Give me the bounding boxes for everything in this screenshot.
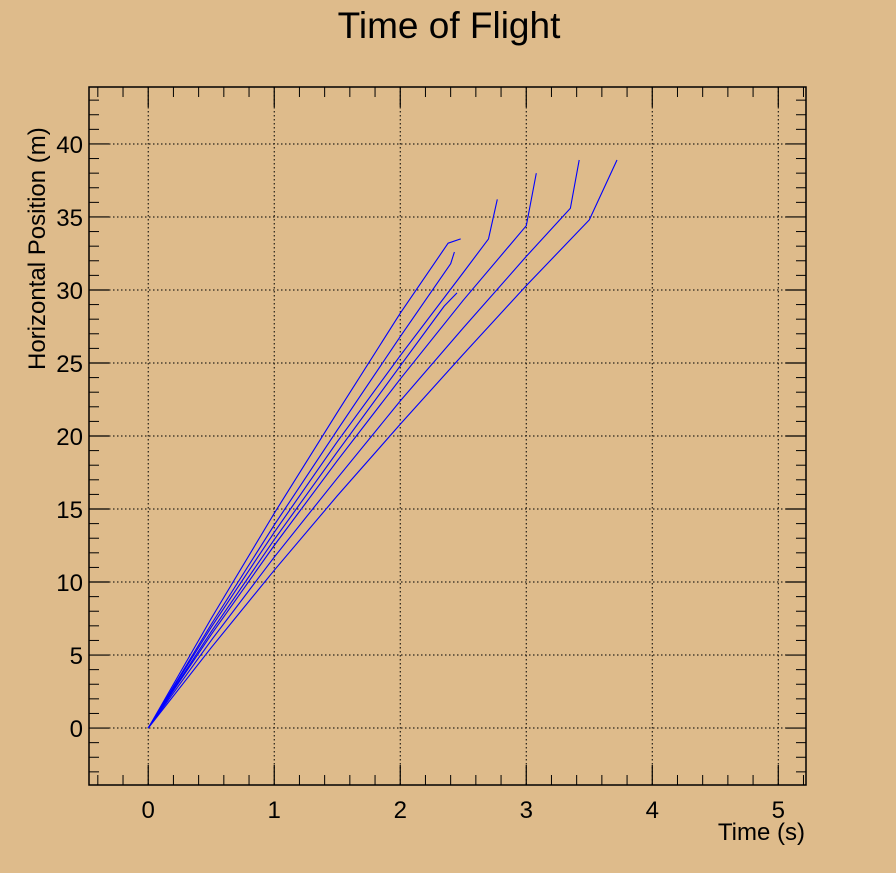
series-line-2 xyxy=(147,251,455,729)
y-tick-label: 25 xyxy=(56,351,83,378)
x-tick-label: 1 xyxy=(268,797,281,824)
chart-title: Time of Flight xyxy=(338,5,561,46)
series-layer xyxy=(147,159,618,729)
y-tick-label: 40 xyxy=(56,132,83,159)
series-line-3 xyxy=(147,238,461,729)
y-tick-label: 20 xyxy=(56,424,83,451)
x-tick-label: 4 xyxy=(646,797,659,824)
y-tick-label: 30 xyxy=(56,278,83,305)
axis-ticks xyxy=(89,87,806,785)
x-tick-label: 3 xyxy=(520,797,533,824)
series-line-4 xyxy=(147,199,498,729)
y-axis-title: Horizontal Position (m) xyxy=(24,127,51,370)
y-tick-label: 10 xyxy=(56,570,83,597)
series-line-6 xyxy=(147,159,580,729)
y-tick-label: 5 xyxy=(70,643,83,670)
y-tick-label: 35 xyxy=(56,205,83,232)
tick-labels: 0 1 2 3 4 5 0 5 10 15 20 25 30 35 40 xyxy=(56,132,785,824)
series-line-7 xyxy=(147,159,618,729)
x-tick-label: 2 xyxy=(394,797,407,824)
x-tick-label: 0 xyxy=(142,797,155,824)
grid xyxy=(89,87,806,785)
x-tick-label: 5 xyxy=(772,797,785,824)
y-tick-label: 15 xyxy=(56,497,83,524)
series-line-5 xyxy=(147,173,537,729)
series-line-1 xyxy=(147,292,458,729)
y-tick-label: 0 xyxy=(70,716,83,743)
x-axis-title: Time (s) xyxy=(718,819,805,846)
